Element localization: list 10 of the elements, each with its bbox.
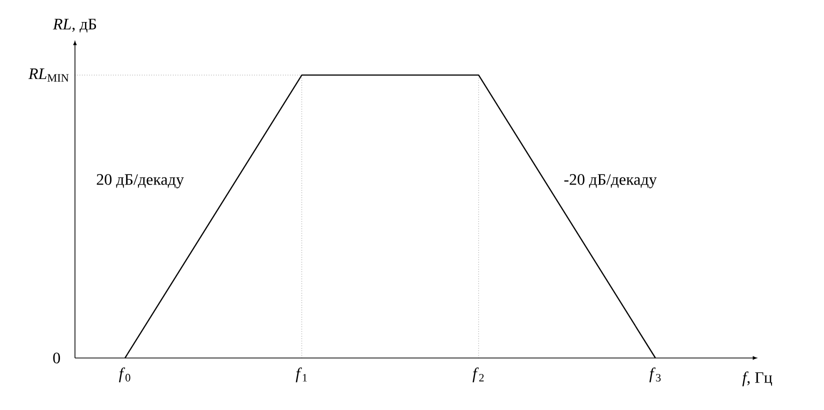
ref-line-label: RL$_{MIN}$: [28, 68, 69, 82]
text: 0: [53, 352, 60, 364]
x-tick-label: f$_{0}$: [118, 368, 130, 382]
annotation: -20 дБ/декаду: [564, 174, 657, 188]
annotation: 20 дБ/декаду: [96, 174, 184, 188]
x-axis-title: f, Гц: [742, 372, 772, 386]
y-axis-title: RL, дБ: [52, 18, 96, 32]
x-tick-label: f$_{3}$: [649, 368, 661, 382]
x-tick-label: f$_{1}$: [296, 368, 307, 382]
x-tick-label: f$_{2}$: [472, 368, 484, 382]
